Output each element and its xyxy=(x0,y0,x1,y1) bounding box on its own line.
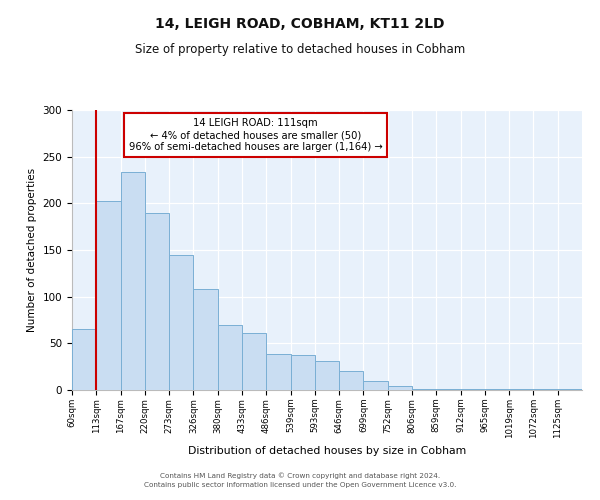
Bar xyxy=(72,330,96,390)
Bar xyxy=(558,389,582,390)
Bar xyxy=(509,389,533,390)
Y-axis label: Number of detached properties: Number of detached properties xyxy=(27,168,37,332)
Bar xyxy=(461,389,485,390)
Bar xyxy=(339,372,364,390)
Text: Contains HM Land Registry data © Crown copyright and database right 2024.
Contai: Contains HM Land Registry data © Crown c… xyxy=(144,472,456,488)
Bar xyxy=(121,172,145,390)
Bar xyxy=(266,354,290,390)
Bar xyxy=(533,389,558,390)
Bar xyxy=(290,356,315,390)
X-axis label: Distribution of detached houses by size in Cobham: Distribution of detached houses by size … xyxy=(188,446,466,456)
Bar xyxy=(169,254,193,390)
Bar xyxy=(436,389,461,390)
Bar xyxy=(242,333,266,390)
Bar xyxy=(315,361,339,390)
Text: Size of property relative to detached houses in Cobham: Size of property relative to detached ho… xyxy=(135,42,465,56)
Bar xyxy=(388,386,412,390)
Bar xyxy=(96,200,121,390)
Bar xyxy=(145,212,169,390)
Bar xyxy=(485,389,509,390)
Bar xyxy=(364,380,388,390)
Bar xyxy=(218,324,242,390)
Text: 14, LEIGH ROAD, COBHAM, KT11 2LD: 14, LEIGH ROAD, COBHAM, KT11 2LD xyxy=(155,18,445,32)
Bar xyxy=(412,389,436,390)
Bar xyxy=(193,289,218,390)
Text: 14 LEIGH ROAD: 111sqm
← 4% of detached houses are smaller (50)
96% of semi-detac: 14 LEIGH ROAD: 111sqm ← 4% of detached h… xyxy=(129,118,382,152)
